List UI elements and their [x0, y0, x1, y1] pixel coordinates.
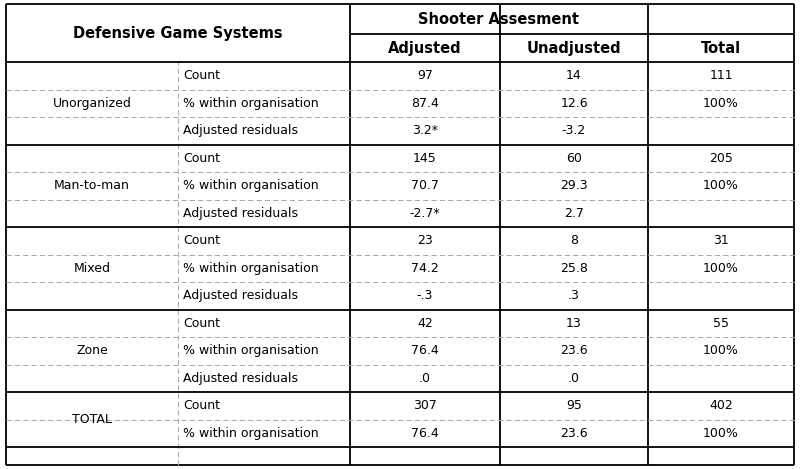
Text: 100%: 100%	[703, 97, 739, 110]
Text: Unadjusted: Unadjusted	[526, 40, 622, 55]
Text: Count: Count	[183, 234, 220, 247]
Text: Unorganized: Unorganized	[53, 97, 131, 110]
Text: 100%: 100%	[703, 344, 739, 357]
Text: 100%: 100%	[703, 427, 739, 440]
Text: 2.7: 2.7	[564, 207, 584, 220]
Text: 100%: 100%	[703, 179, 739, 192]
Text: .0: .0	[419, 372, 431, 385]
Text: 55: 55	[713, 317, 729, 330]
Text: 95: 95	[566, 399, 582, 412]
Text: 13: 13	[566, 317, 582, 330]
Text: 145: 145	[413, 152, 437, 165]
Text: 97: 97	[417, 69, 433, 82]
Text: 111: 111	[709, 69, 733, 82]
Text: 31: 31	[713, 234, 729, 247]
Text: TOTAL: TOTAL	[72, 413, 112, 426]
Text: Adjusted: Adjusted	[388, 40, 462, 55]
Text: 402: 402	[709, 399, 733, 412]
Text: % within organisation: % within organisation	[183, 179, 318, 192]
Text: Adjusted residuals: Adjusted residuals	[183, 207, 298, 220]
Text: % within organisation: % within organisation	[183, 427, 318, 440]
Text: Count: Count	[183, 69, 220, 82]
Text: Adjusted residuals: Adjusted residuals	[183, 372, 298, 385]
Text: 8: 8	[570, 234, 578, 247]
Text: Defensive Game Systems: Defensive Game Systems	[73, 25, 283, 40]
Text: 60: 60	[566, 152, 582, 165]
Text: Count: Count	[183, 152, 220, 165]
Text: 74.2: 74.2	[411, 262, 439, 275]
Text: 87.4: 87.4	[411, 97, 439, 110]
Text: 25.8: 25.8	[560, 262, 588, 275]
Text: -2.7*: -2.7*	[410, 207, 440, 220]
Text: 100%: 100%	[703, 262, 739, 275]
Text: Adjusted residuals: Adjusted residuals	[183, 124, 298, 137]
Text: -.3: -.3	[417, 289, 433, 302]
Text: Man-to-man: Man-to-man	[54, 179, 130, 192]
Text: Count: Count	[183, 399, 220, 412]
Text: % within organisation: % within organisation	[183, 344, 318, 357]
Text: % within organisation: % within organisation	[183, 262, 318, 275]
Text: .0: .0	[568, 372, 580, 385]
Text: .3: .3	[568, 289, 580, 302]
Text: 23.6: 23.6	[560, 427, 588, 440]
Text: 23.6: 23.6	[560, 344, 588, 357]
Text: 205: 205	[709, 152, 733, 165]
Text: 76.4: 76.4	[411, 344, 439, 357]
Text: 42: 42	[417, 317, 433, 330]
Text: Total: Total	[701, 40, 741, 55]
Text: Shooter Assesment: Shooter Assesment	[418, 12, 579, 27]
Text: 14: 14	[566, 69, 582, 82]
Text: 307: 307	[413, 399, 437, 412]
Text: 3.2*: 3.2*	[412, 124, 438, 137]
Text: 29.3: 29.3	[560, 179, 588, 192]
Text: Zone: Zone	[76, 344, 108, 357]
Text: 23: 23	[417, 234, 433, 247]
Text: 70.7: 70.7	[411, 179, 439, 192]
Text: Adjusted residuals: Adjusted residuals	[183, 289, 298, 302]
Text: % within organisation: % within organisation	[183, 97, 318, 110]
Text: 76.4: 76.4	[411, 427, 439, 440]
Text: Count: Count	[183, 317, 220, 330]
Text: Mixed: Mixed	[74, 262, 110, 275]
Text: -3.2: -3.2	[562, 124, 586, 137]
Text: 12.6: 12.6	[560, 97, 588, 110]
